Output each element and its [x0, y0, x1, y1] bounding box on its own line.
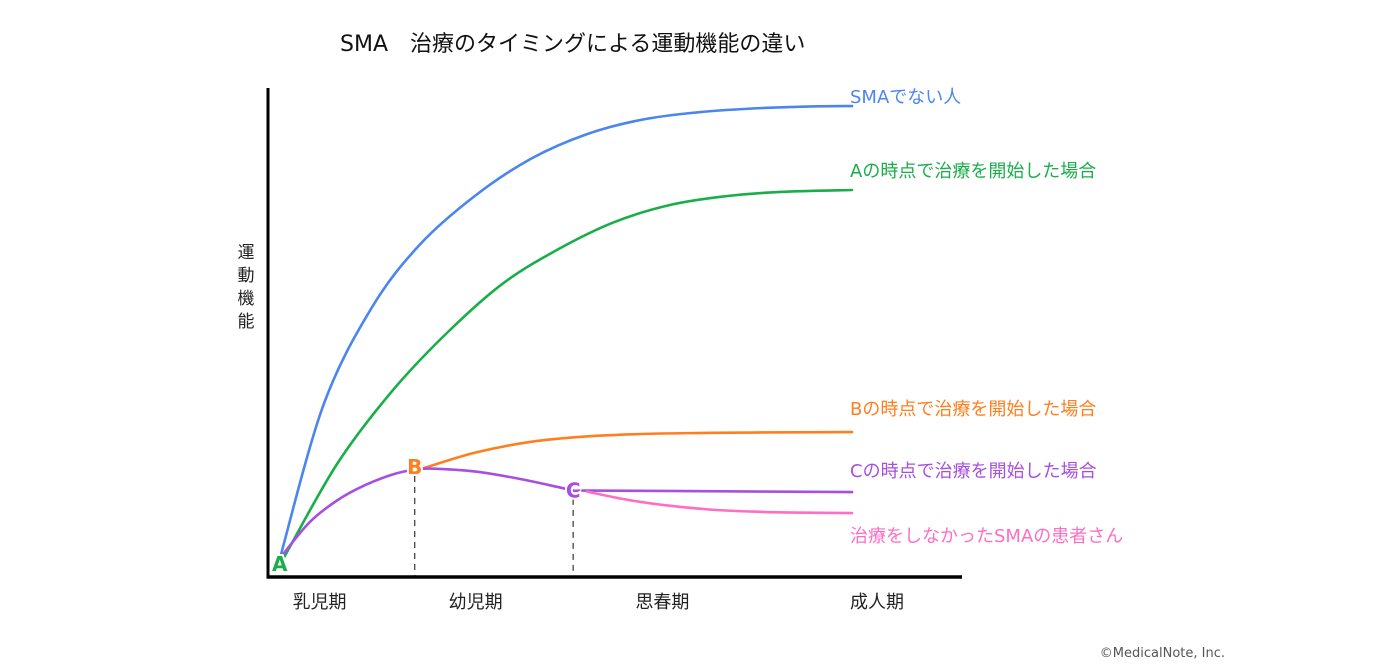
x-tick-label-0: 乳児期 — [293, 592, 347, 613]
legend-label-2: Bの時点で治療を開始した場合 — [850, 399, 1096, 420]
x-tick-label-2: 思春期 — [635, 592, 689, 613]
series-line-0 — [278, 104, 854, 561]
legend-label-1: Aの時点で治療を開始した場合 — [850, 161, 1096, 182]
copyright-credit: ©MedicalNote, Inc. — [1100, 646, 1225, 661]
y-axis-label-char-0: 運 — [238, 243, 255, 263]
x-tick-label-3: 成人期 — [850, 592, 904, 613]
legend-label-4: 治療をしなかったSMAの患者さん — [850, 526, 1123, 547]
y-axis-label-char-1: 動 — [238, 266, 255, 286]
series-line-4 — [585, 490, 854, 515]
point-markers: A B C — [270, 453, 582, 578]
legend-label-0: SMAでない人 — [850, 87, 961, 108]
y-axis-label: 運 動 機 能 — [238, 243, 255, 332]
x-tick-label-1: 幼児期 — [449, 592, 503, 613]
series-line-3 — [281, 467, 854, 556]
marker-b: B — [407, 455, 422, 479]
marker-c: C — [566, 479, 581, 503]
series-lines — [278, 104, 854, 561]
legend: SMAでない人 Aの時点で治療を開始した場合 Bの時点で治療を開始した場合 Cの時点で… — [850, 87, 1123, 547]
x-tick-labels: 乳児期 幼児期 思春期 成人期 — [293, 592, 904, 613]
guide-lines — [414, 475, 574, 576]
legend-label-3: Cの時点で治療を開始した場合 — [850, 461, 1097, 482]
chart-title: SMA 治療のタイミングによる運動機能の違い — [340, 32, 805, 57]
series-line-1 — [281, 188, 854, 561]
series-line-2 — [422, 430, 854, 470]
y-axis-label-char-3: 能 — [238, 312, 255, 332]
y-axis-label-char-2: 機 — [238, 289, 255, 309]
marker-a: A — [272, 552, 288, 576]
